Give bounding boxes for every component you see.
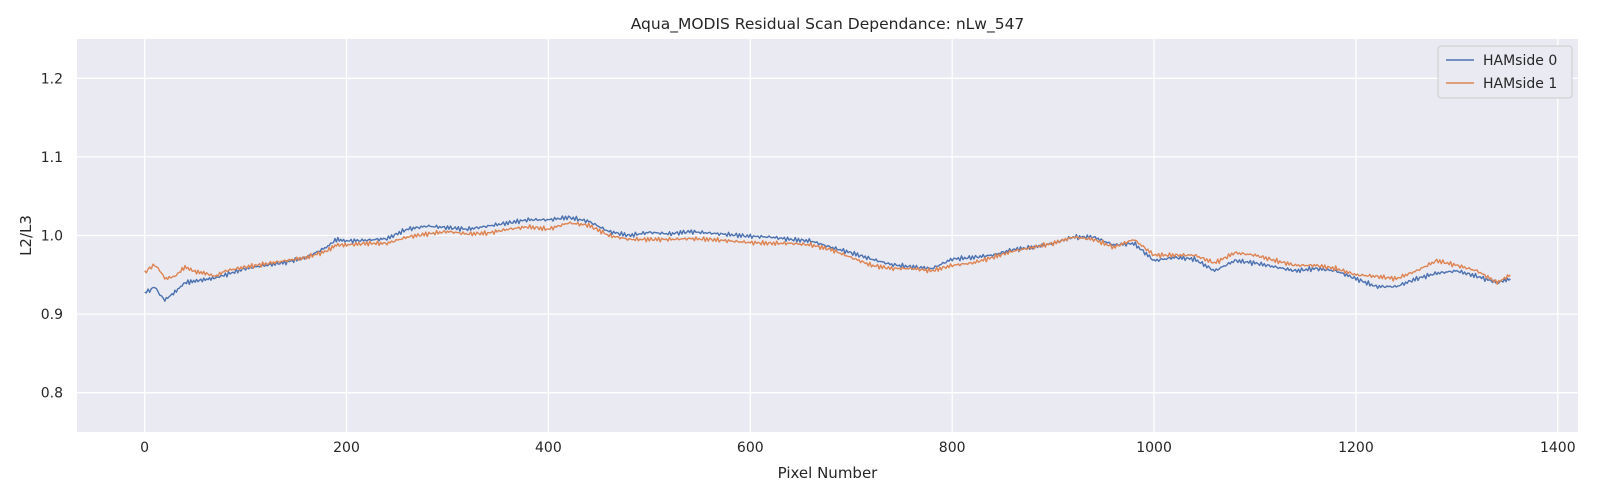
series-line-hamside-1 bbox=[144, 221, 1511, 286]
grid-lines bbox=[77, 39, 1578, 432]
chart-title: Aqua_MODIS Residual Scan Dependance: nLw… bbox=[631, 15, 1025, 34]
x-tick-label: 600 bbox=[737, 440, 764, 456]
x-axis-label: Pixel Number bbox=[778, 464, 879, 482]
y-axis-label: L2/L3 bbox=[17, 215, 35, 256]
legend-label: HAMside 1 bbox=[1483, 76, 1557, 92]
x-tick-labels: 0 200 400 600 800 1000 1200 1400 bbox=[140, 440, 1575, 456]
x-tick-label: 400 bbox=[535, 440, 562, 456]
y-tick-label: 1.2 bbox=[41, 71, 63, 87]
y-tick-label: 0.8 bbox=[41, 386, 63, 402]
x-tick-label: 0 bbox=[140, 440, 149, 456]
x-tick-label: 1400 bbox=[1540, 440, 1576, 456]
legend-box bbox=[1437, 45, 1573, 99]
x-tick-label: 1000 bbox=[1136, 440, 1172, 456]
x-tick-label: 1200 bbox=[1338, 440, 1374, 456]
series-line-hamside-0 bbox=[144, 215, 1511, 302]
x-tick-label: 200 bbox=[333, 440, 360, 456]
y-tick-label: 1.0 bbox=[41, 229, 63, 245]
y-tick-labels: 0.8 0.9 1.0 1.1 1.2 bbox=[41, 71, 63, 401]
y-tick-label: 0.9 bbox=[41, 307, 63, 323]
legend: HAMside 0 HAMside 1 bbox=[1437, 45, 1573, 99]
x-tick-label: 800 bbox=[939, 440, 966, 456]
y-tick-label: 1.1 bbox=[41, 150, 63, 166]
legend-label: HAMside 0 bbox=[1483, 53, 1557, 69]
series-layer bbox=[144, 215, 1511, 302]
